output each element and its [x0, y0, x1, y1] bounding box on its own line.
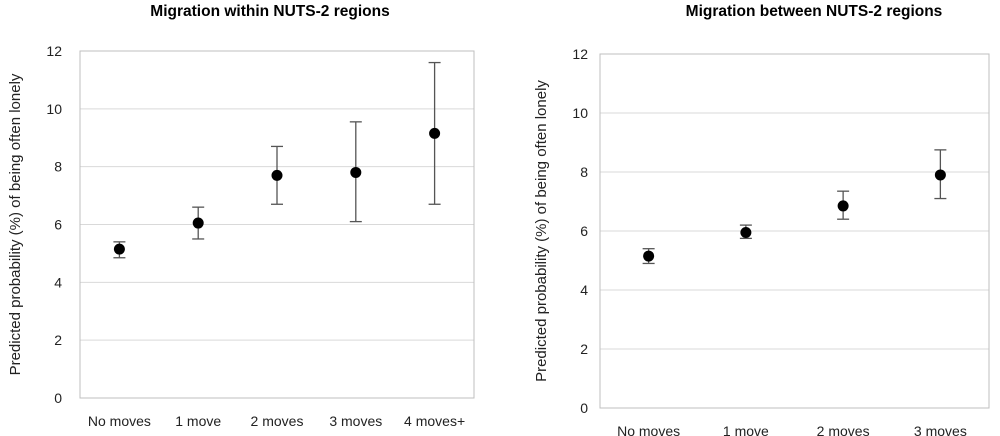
data-point: [113, 243, 125, 255]
x-tick-label: 2 moves: [817, 423, 870, 436]
x-tick-label: No moves: [617, 423, 680, 436]
y-tick-label: 12: [572, 46, 588, 62]
chart-panel-1: Migration within NUTS-2 regions 0 2 4 6 8 10 12…: [7, 3, 475, 429]
y-tick-label: 0: [54, 390, 62, 406]
x-tick-label: 3 moves: [329, 413, 382, 429]
data-point: [934, 169, 946, 181]
x-tick-label: No moves: [88, 413, 151, 429]
x-tick-label: 3 moves: [914, 423, 967, 436]
x-tick-label: 4 moves+: [404, 413, 465, 429]
data-point: [740, 226, 752, 238]
plot-area: [79, 50, 475, 399]
x-tick-label: 1 move: [175, 413, 221, 429]
y-tick-label: 6: [54, 217, 62, 233]
data-point: [350, 166, 362, 178]
chart-title: Migration within NUTS-2 regions: [150, 3, 389, 20]
y-tick-label: 10: [572, 105, 588, 121]
data-point: [271, 169, 283, 181]
y-tick-label: 10: [46, 101, 62, 117]
y-tick-label: 12: [46, 43, 62, 59]
plot-area: [599, 53, 990, 409]
y-tick-label: 6: [580, 223, 588, 239]
x-tick-label: 1 move: [723, 423, 769, 436]
y-tick-label: 8: [54, 159, 62, 175]
x-tick-label: 2 moves: [251, 413, 304, 429]
y-tick-label: 4: [54, 274, 62, 290]
data-point: [429, 127, 441, 139]
y-axis-label: Predicted probability (%) of being often…: [7, 73, 24, 375]
data-point: [192, 217, 204, 229]
y-axis-label: Predicted probability (%) of being often…: [533, 80, 550, 382]
y-tick-label: 0: [580, 400, 588, 416]
data-point: [643, 250, 655, 262]
chart-panel-2: Migration between NUTS-2 regions 0 2 4 6 8 10 1…: [533, 3, 990, 436]
y-tick-label: 2: [580, 341, 588, 357]
y-tick-label: 8: [580, 164, 588, 180]
data-point: [837, 200, 849, 212]
y-tick-label: 4: [580, 282, 588, 298]
y-tick-label: 2: [54, 332, 62, 348]
chart-title: Migration between NUTS-2 regions: [686, 3, 943, 20]
